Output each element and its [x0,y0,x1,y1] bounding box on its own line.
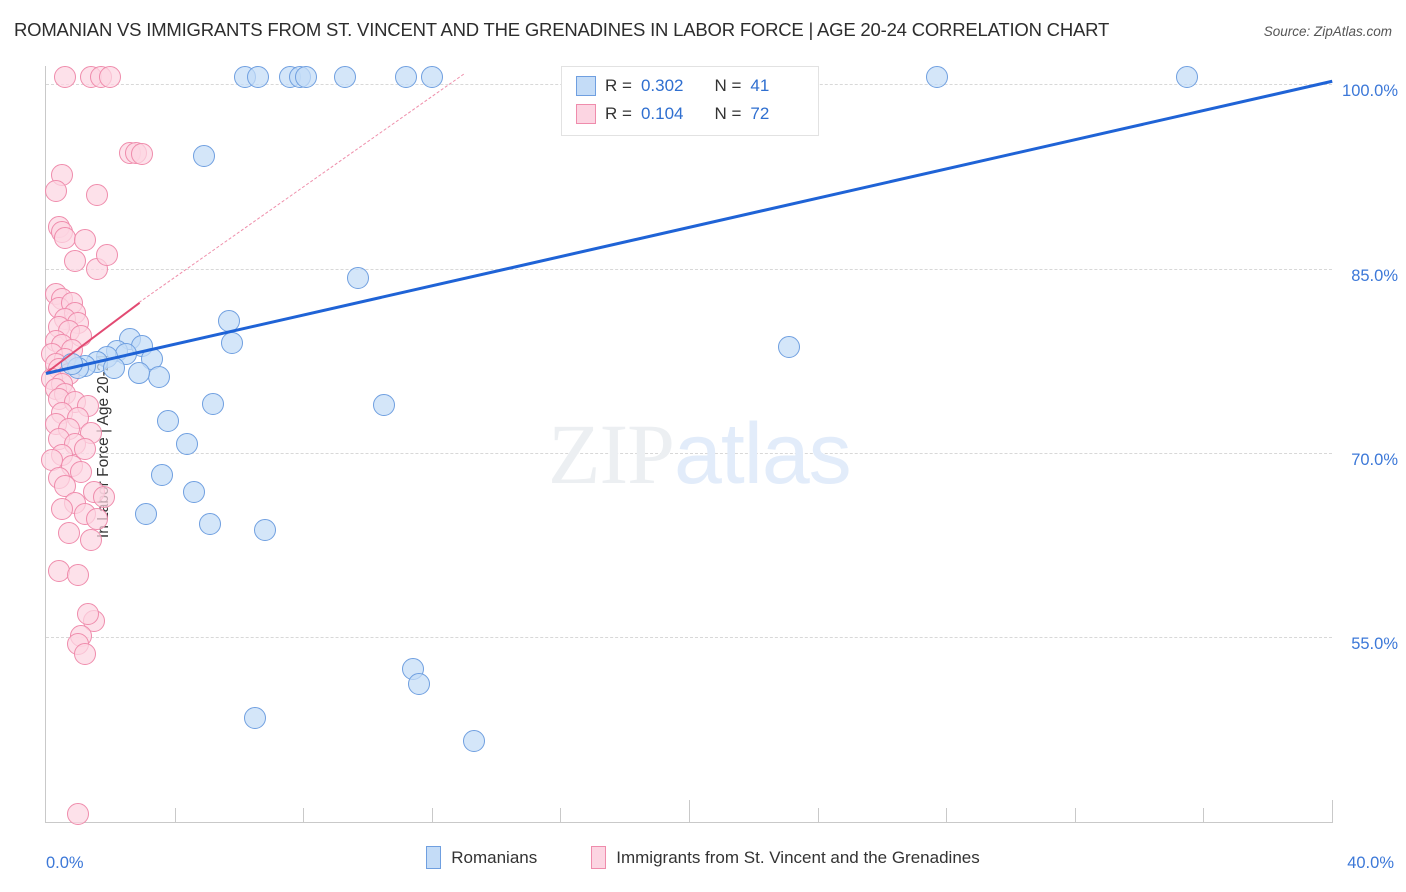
data-point-immigrants[interactable] [86,183,109,206]
data-point-immigrants[interactable] [70,461,93,484]
data-point-immigrants[interactable] [44,180,67,203]
data-point-romanians[interactable] [333,66,356,89]
data-point-romanians[interactable] [60,353,83,376]
x-axis-tick [817,808,819,822]
data-point-immigrants[interactable] [80,528,102,551]
data-point-romanians[interactable] [407,672,430,695]
data-point-romanians[interactable] [150,463,173,486]
page-title: ROMANIAN VS IMMIGRANTS FROM ST. VINCENT … [14,19,1110,40]
x-axis-tick [689,800,690,822]
x-axis-line [45,822,1333,823]
data-point-romanians[interactable] [221,332,244,355]
data-point-romanians[interactable] [295,66,318,89]
x-axis-tick [1074,808,1076,822]
data-point-immigrants[interactable] [67,564,90,587]
x-axis-max-label: 40.0% [1347,854,1394,872]
x-axis-min-label: 0.0% [46,854,84,872]
data-point-romanians[interactable] [247,66,270,89]
legend-r-label-immigrants: R = [605,104,632,123]
data-point-romanians[interactable] [134,503,157,526]
legend-n-value-romanians: 41 [750,76,770,95]
x-axis-tick [431,808,433,822]
series-legend-swatch-immigrants[interactable] [591,846,607,869]
y-axis-tick-label: 55.0% [1351,634,1398,653]
y-axis-tick-label: 70.0% [1351,450,1398,469]
x-axis-tick [560,808,562,822]
data-point-romanians[interactable] [777,336,800,359]
data-point-immigrants[interactable] [92,485,115,508]
data-point-romanians[interactable] [157,409,180,432]
data-point-romanians[interactable] [182,480,205,503]
gridline-y [46,452,1332,454]
data-point-immigrants[interactable] [51,498,74,521]
source-attribution: Source: ZipAtlas.com [1263,24,1392,39]
data-point-romanians[interactable] [346,267,369,290]
data-point-immigrants[interactable] [131,143,154,166]
data-point-romanians[interactable] [198,512,221,535]
data-point-romanians[interactable] [218,310,241,333]
data-point-immigrants[interactable] [76,602,99,625]
data-point-immigrants[interactable] [63,250,86,273]
data-point-romanians[interactable] [420,66,443,89]
legend-swatch-immigrants [576,104,596,124]
data-point-immigrants[interactable] [86,508,109,530]
correlation-legend: R = 0.302 N = 41 R = 0.104 N = 72 [561,66,819,136]
series-legend-label-romanians[interactable]: Romanians [451,847,538,867]
data-point-romanians[interactable] [202,392,225,415]
data-point-romanians[interactable] [1176,66,1199,89]
gridline-y [46,636,1332,638]
data-point-immigrants[interactable] [54,226,77,249]
x-axis-tick [174,808,176,822]
data-point-immigrants[interactable] [67,802,90,825]
legend-r-value-immigrants: 0.104 [640,104,684,123]
data-point-romanians[interactable] [925,66,948,89]
data-point-romanians[interactable] [147,365,170,388]
x-axis-tick [1332,800,1333,822]
legend-n-label-immigrants: N = [714,104,742,123]
series-legend-swatch-romanians[interactable] [426,846,442,869]
legend-row-immigrants: R = 0.104 N = 72 [576,101,769,127]
legend-n-value-immigrants: 72 [750,104,770,123]
y-axis-tick-label: 85.0% [1351,266,1398,285]
data-point-romanians[interactable] [128,361,151,384]
legend-swatch-romanians [576,76,596,96]
data-point-romanians[interactable] [372,393,395,416]
legend-row-romanians: R = 0.302 N = 41 [576,73,769,99]
data-point-immigrants[interactable] [73,438,96,461]
data-point-romanians[interactable] [102,357,125,379]
data-point-romanians[interactable] [462,730,485,753]
x-axis-tick [303,808,305,822]
data-point-immigrants[interactable] [99,66,122,89]
legend-r-value-romanians: 0.302 [640,76,684,95]
data-point-romanians[interactable] [243,706,266,729]
legend-n-label-romanians: N = [714,76,742,95]
plot-area [41,66,1333,825]
y-axis-tick-label: 100.0% [1342,82,1398,101]
data-point-immigrants[interactable] [54,66,77,89]
series-legend: Romanians Immigrants from St. Vincent an… [0,846,1406,869]
data-point-romanians[interactable] [192,144,215,167]
legend-r-label-romanians: R = [605,76,632,95]
series-legend-label-immigrants[interactable]: Immigrants from St. Vincent and the Gren… [616,847,980,867]
data-point-romanians[interactable] [395,66,418,89]
data-point-immigrants[interactable] [57,521,80,544]
data-point-immigrants[interactable] [73,229,96,252]
y-axis-line [45,66,46,823]
data-point-romanians[interactable] [253,519,276,542]
gridline-y [46,268,1332,270]
x-axis-tick [946,808,948,822]
data-point-immigrants[interactable] [96,244,119,267]
data-point-immigrants[interactable] [73,643,96,666]
x-axis-tick [1203,808,1205,822]
data-point-romanians[interactable] [176,433,199,456]
